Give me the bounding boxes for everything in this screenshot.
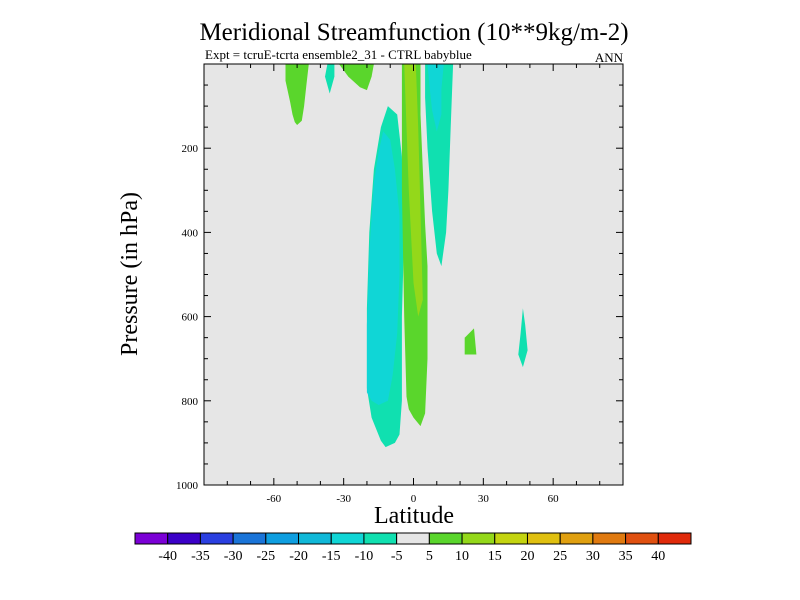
colorbar-label: 30 [586, 549, 600, 564]
colorbar-label: 25 [553, 549, 567, 564]
colorbar-label: -20 [289, 549, 308, 564]
colorbar-swatch [396, 532, 430, 545]
colorbar-label: 15 [488, 549, 502, 564]
colorbar-label: 10 [455, 549, 469, 564]
colorbar-swatch [232, 532, 267, 545]
colorbar-swatch [134, 532, 169, 545]
colorbar-label: 5 [426, 549, 433, 564]
region-main-minus-inner [366, 131, 400, 405]
colorbar-swatch [592, 532, 627, 545]
y-tick-label: 800 [182, 396, 199, 408]
region-high-minus-1 [325, 64, 335, 94]
colorbar-label: 40 [651, 549, 665, 564]
region-nh-polar-plus [285, 64, 309, 125]
y-tick-label: 400 [182, 227, 199, 239]
y-tick-label: 600 [182, 312, 199, 324]
region-upper-minus-outer [425, 64, 454, 267]
plot-area: 200 400 600 800 1000 -60 -30 0 30 60 [176, 63, 624, 505]
colorbar-label: -25 [256, 549, 275, 564]
colorbar-swatch [526, 532, 561, 545]
colorbar-swatch [363, 532, 398, 545]
x-tick-label: -30 [336, 493, 351, 505]
colorbar-swatch [559, 532, 594, 545]
y-tick-label: 200 [182, 143, 199, 155]
colorbar-swatch [461, 532, 496, 545]
plot-axes: 200 400 600 800 1000 -60 -30 0 30 60 [176, 63, 624, 505]
x-axis-title: Latitude [374, 503, 454, 529]
x-tick-label: 0 [411, 493, 417, 505]
colorbar: -40 -35 -30 -25 -20 -15 -10 -5 5 10 15 20 25 30 35 40 [134, 532, 692, 564]
colorbar-label: -40 [158, 549, 177, 564]
colorbar-label: -35 [191, 549, 210, 564]
x-tick-label: -60 [266, 493, 281, 505]
colorbar-swatch [199, 532, 234, 545]
region-small-minus-45n [518, 308, 528, 368]
colorbar-swatch [298, 532, 332, 545]
region-high-plus-2 [339, 64, 374, 91]
region-main-plus-inner [404, 64, 423, 317]
colorbar-label: -30 [224, 549, 243, 564]
colorbar-swatch [657, 532, 692, 545]
colorbar-swatch [428, 532, 463, 545]
colorbar-label: -15 [322, 549, 341, 564]
chart-subtitle-left: Expt = tcruE-tcrta ensemble2_31 - CTRL b… [205, 47, 472, 62]
contour-regions [285, 64, 528, 448]
colorbar-label: -10 [355, 549, 374, 564]
colorbar-swatch [494, 532, 528, 545]
chart-title: Meridional Streamfunction (10**9kg/m-2) [199, 19, 628, 46]
colorbar-swatch [265, 532, 300, 545]
region-small-plus-30s [464, 328, 477, 355]
colorbar-label: 35 [619, 549, 633, 564]
y-tick-label: 1000 [176, 480, 199, 492]
region-upper-minus-inner [427, 64, 444, 132]
colorbar-swatch [625, 532, 659, 545]
y-axis-title: Pressure (in hPa) [117, 192, 143, 356]
colorbar-swatch [167, 532, 201, 545]
colorbar-label: 20 [520, 549, 534, 564]
colorbar-swatch [330, 532, 365, 545]
x-tick-label: 60 [548, 493, 560, 505]
colorbar-label: -5 [391, 549, 403, 564]
chart-subtitle-right: ANN [595, 50, 624, 65]
x-tick-label: 30 [478, 493, 490, 505]
